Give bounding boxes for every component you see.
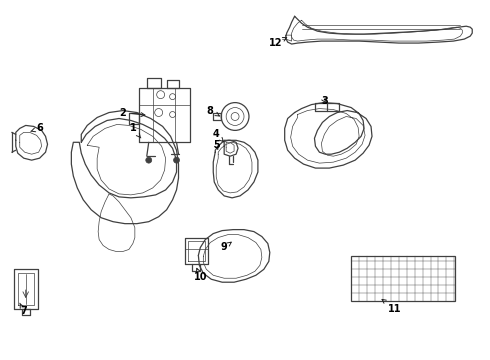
Text: 12: 12 [269,37,287,48]
Text: 2: 2 [120,108,145,117]
Text: 1: 1 [129,123,141,138]
Circle shape [173,157,179,163]
Text: 10: 10 [194,268,207,282]
Bar [351,256,455,301]
Text: 8: 8 [207,105,220,116]
Circle shape [146,157,152,163]
Text: 9: 9 [221,242,231,252]
Text: 4: 4 [213,129,223,141]
Text: 3: 3 [321,96,328,105]
Text: 11: 11 [382,300,402,314]
Text: 5: 5 [213,140,220,150]
Text: 6: 6 [31,123,43,134]
Text: 7: 7 [20,303,27,316]
